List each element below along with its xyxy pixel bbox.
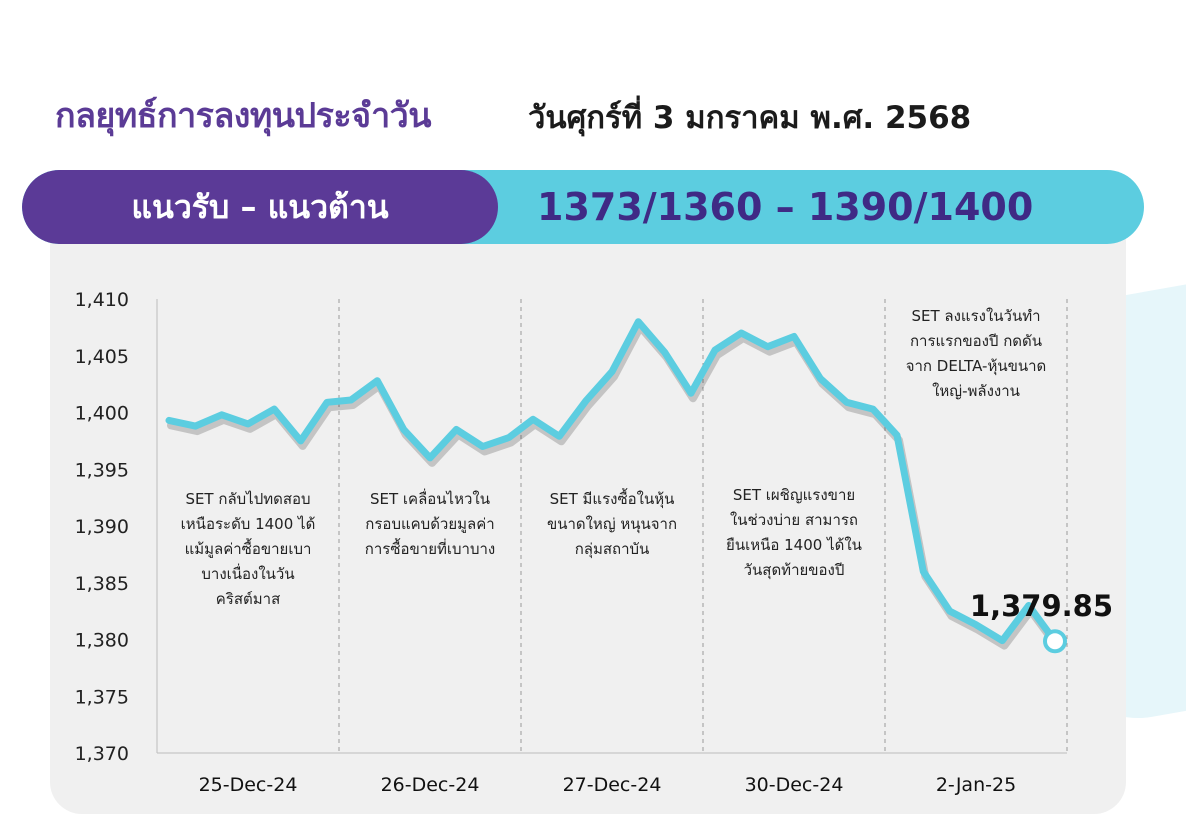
y-tick-label: 1,375 — [75, 686, 129, 708]
annotation-line: การแรกของปี กดดัน — [910, 332, 1042, 350]
annotation-line: จาก DELTA-หุ้นขนาด — [906, 357, 1047, 376]
annotation-line: กลุ่มสถาบัน — [575, 540, 650, 559]
x-tick-label: 26-Dec-24 — [381, 774, 480, 796]
last-point-marker — [1043, 629, 1067, 654]
annotation-line: SET กลับไปทดสอบ — [185, 490, 310, 508]
support-resistance-banner: แนวรับ – แนวต้าน 1373/1360 – 1390/1400 — [22, 170, 1144, 244]
x-tick-label: 25-Dec-24 — [199, 774, 298, 796]
annotation-line: ยืนเหนือ 1400 ได้ใน — [726, 536, 862, 554]
annotation-4: SET เผชิญแรงขายในช่วงบ่าย สามารถยืนเหนือ… — [726, 486, 862, 580]
chart-panel — [50, 224, 1126, 814]
annotation-line: SET เคลื่อนไหวใน — [370, 488, 490, 508]
annotation-line: SET เผชิญแรงขาย — [733, 486, 855, 504]
x-tick-label: 27-Dec-24 — [563, 774, 662, 796]
y-tick-label: 1,385 — [75, 573, 129, 595]
page-date: วันศุกร์ที่ 3 มกราคม พ.ศ. 2568 — [528, 100, 972, 136]
y-tick-label: 1,410 — [75, 289, 129, 311]
annotation-line: ใหญ่-พลังงาน — [932, 382, 1020, 400]
annotation-line: คริสต์มาส — [216, 590, 280, 608]
annotation-line: แม้มูลค่าซื้อขายเบา — [185, 538, 312, 558]
annotation-line: ขนาดใหญ่ หนุนจาก — [547, 515, 677, 534]
x-tick-label: 30-Dec-24 — [745, 774, 844, 796]
annotation-line: บางเนื่องในวัน — [201, 563, 294, 583]
y-tick-label: 1,370 — [75, 743, 129, 765]
last-value-label: 1,379.85 — [970, 589, 1113, 623]
annotation-line: วันสุดท้ายของปี — [744, 561, 845, 580]
y-tick-label: 1,380 — [75, 630, 129, 652]
page-title: กลยุทธ์การลงทุนประจำวัน — [55, 96, 432, 136]
annotation-1: SET กลับไปทดสอบเหนือระดับ 1400 ได้แม้มูล… — [181, 490, 316, 608]
annotation-line: ในช่วงบ่าย สามารถ — [730, 511, 858, 529]
y-tick-label: 1,405 — [75, 346, 129, 368]
annotation-line: SET มีแรงซื้อในหุ้น — [550, 488, 675, 509]
annotation-2: SET เคลื่อนไหวในกรอบแคบด้วยมูลค่าการซื้อ… — [365, 488, 495, 558]
annotation-3: SET มีแรงซื้อในหุ้นขนาดใหญ่ หนุนจากกลุ่ม… — [547, 488, 677, 559]
annotation-5: SET ลงแรงในวันทำการแรกของปี กดดันจาก DEL… — [906, 307, 1047, 400]
annotation-line: SET ลงแรงในวันทำ — [911, 307, 1040, 325]
annotation-line: เหนือระดับ 1400 ได้ — [181, 515, 316, 533]
annotation-line: การซื้อขายที่เบาบาง — [365, 538, 495, 558]
banner-label: แนวรับ – แนวต้าน — [22, 170, 498, 244]
y-tick-label: 1,395 — [75, 459, 129, 481]
series-line — [165, 318, 1059, 645]
y-tick-label: 1,390 — [75, 516, 129, 538]
banner-levels: 1373/1360 – 1390/1400 — [537, 185, 1034, 229]
y-tick-label: 1,400 — [75, 403, 129, 425]
annotation-line: กรอบแคบด้วยมูลค่า — [365, 515, 494, 533]
x-tick-label: 2-Jan-25 — [936, 774, 1016, 796]
